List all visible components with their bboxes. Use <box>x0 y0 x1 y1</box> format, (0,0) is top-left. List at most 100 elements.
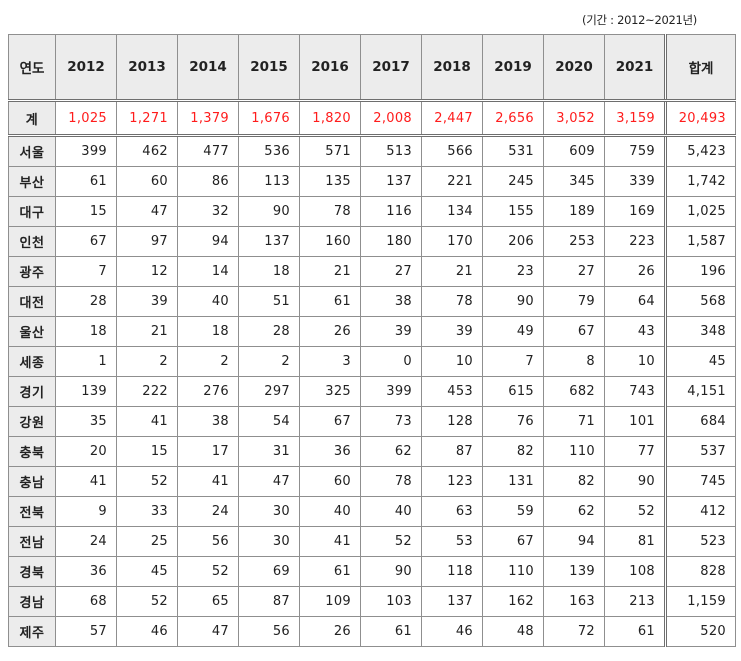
value-cell: 78 <box>421 286 483 317</box>
value-cell: 137 <box>360 166 422 197</box>
value-cell: 54 <box>238 406 300 437</box>
value-cell: 56 <box>238 616 300 647</box>
value-cell: 40 <box>360 496 422 527</box>
value-cell: 253 <box>543 226 605 257</box>
value-cell: 27 <box>543 256 605 287</box>
value-cell: 7 <box>55 256 117 287</box>
value-cell: 51 <box>238 286 300 317</box>
total-cell: 1,025 <box>55 100 117 137</box>
value-cell: 2 <box>116 346 178 377</box>
total-cell: 1,379 <box>177 100 239 137</box>
value-cell: 68 <box>55 586 117 617</box>
value-cell: 1 <box>55 346 117 377</box>
year-header: 2020 <box>543 34 605 102</box>
value-cell: 28 <box>55 286 117 317</box>
value-cell: 30 <box>238 496 300 527</box>
region-label: 대구 <box>8 196 56 227</box>
value-cell: 110 <box>482 556 544 587</box>
value-cell: 63 <box>421 496 483 527</box>
table-row: 전북 9 33 24 30 40 40 63 59 62 52 412 <box>8 496 736 527</box>
value-cell: 170 <box>421 226 483 257</box>
value-cell: 87 <box>421 436 483 467</box>
table-row: 경기 139 222 276 297 325 399 453 615 682 743 4,151 <box>8 376 736 407</box>
value-cell: 61 <box>299 286 361 317</box>
total-cell: 2,447 <box>421 100 483 137</box>
value-cell: 139 <box>543 556 605 587</box>
year-header: 2015 <box>238 34 300 102</box>
total-cell: 1,820 <box>299 100 361 137</box>
row-sum-cell: 45 <box>664 346 736 377</box>
value-cell: 87 <box>238 586 300 617</box>
year-header: 2016 <box>299 34 361 102</box>
value-cell: 38 <box>177 406 239 437</box>
year-header: 2017 <box>360 34 422 102</box>
value-cell: 276 <box>177 376 239 407</box>
value-cell: 40 <box>177 286 239 317</box>
year-header: 2019 <box>482 34 544 102</box>
value-cell: 90 <box>360 556 422 587</box>
value-cell: 477 <box>177 135 239 167</box>
value-cell: 52 <box>116 466 178 497</box>
value-cell: 78 <box>360 466 422 497</box>
region-label: 전북 <box>8 496 56 527</box>
value-cell: 62 <box>360 436 422 467</box>
value-cell: 81 <box>604 526 666 557</box>
row-sum-cell: 568 <box>664 286 736 317</box>
value-cell: 82 <box>543 466 605 497</box>
row-sum-cell: 684 <box>664 406 736 437</box>
value-cell: 2 <box>238 346 300 377</box>
value-cell: 103 <box>360 586 422 617</box>
region-label: 광주 <box>8 256 56 287</box>
value-cell: 61 <box>299 556 361 587</box>
value-cell: 123 <box>421 466 483 497</box>
value-cell: 9 <box>55 496 117 527</box>
region-label: 제주 <box>8 616 56 647</box>
value-cell: 64 <box>604 286 666 317</box>
value-cell: 52 <box>360 526 422 557</box>
value-cell: 40 <box>299 496 361 527</box>
value-cell: 24 <box>55 526 117 557</box>
value-cell: 60 <box>116 166 178 197</box>
value-cell: 61 <box>360 616 422 647</box>
total-cell: 3,052 <box>543 100 605 137</box>
table-row: 울산 18 21 18 28 26 39 39 49 67 43 348 <box>8 316 736 347</box>
total-cell: 2,008 <box>360 100 422 137</box>
table-row: 부산 61 60 86 113 135 137 221 245 345 339 1,742 <box>8 166 736 197</box>
value-cell: 86 <box>177 166 239 197</box>
total-label: 계 <box>8 100 56 137</box>
row-sum-cell: 196 <box>664 256 736 287</box>
value-cell: 27 <box>360 256 422 287</box>
value-cell: 52 <box>177 556 239 587</box>
value-cell: 59 <box>482 496 544 527</box>
year-header: 2014 <box>177 34 239 102</box>
value-cell: 134 <box>421 196 483 227</box>
value-cell: 71 <box>543 406 605 437</box>
value-cell: 33 <box>116 496 178 527</box>
row-sum-cell: 1,025 <box>664 196 736 227</box>
region-label: 대전 <box>8 286 56 317</box>
value-cell: 180 <box>360 226 422 257</box>
value-cell: 82 <box>482 436 544 467</box>
region-label: 강원 <box>8 406 56 437</box>
row-sum-cell: 348 <box>664 316 736 347</box>
value-cell: 67 <box>299 406 361 437</box>
region-label: 울산 <box>8 316 56 347</box>
value-cell: 39 <box>360 316 422 347</box>
value-cell: 76 <box>482 406 544 437</box>
value-cell: 26 <box>299 616 361 647</box>
year-header: 2021 <box>604 34 666 102</box>
value-cell: 28 <box>238 316 300 347</box>
year-header: 2012 <box>55 34 117 102</box>
value-cell: 536 <box>238 135 300 167</box>
total-cell: 2,656 <box>482 100 544 137</box>
row-sum-cell: 4,151 <box>664 376 736 407</box>
value-cell: 10 <box>604 346 666 377</box>
value-cell: 116 <box>360 196 422 227</box>
value-cell: 61 <box>55 166 117 197</box>
region-label: 서울 <box>8 135 56 167</box>
sum-column-header: 합계 <box>664 34 736 102</box>
value-cell: 46 <box>116 616 178 647</box>
value-cell: 101 <box>604 406 666 437</box>
value-cell: 57 <box>55 616 117 647</box>
row-sum-cell: 828 <box>664 556 736 587</box>
